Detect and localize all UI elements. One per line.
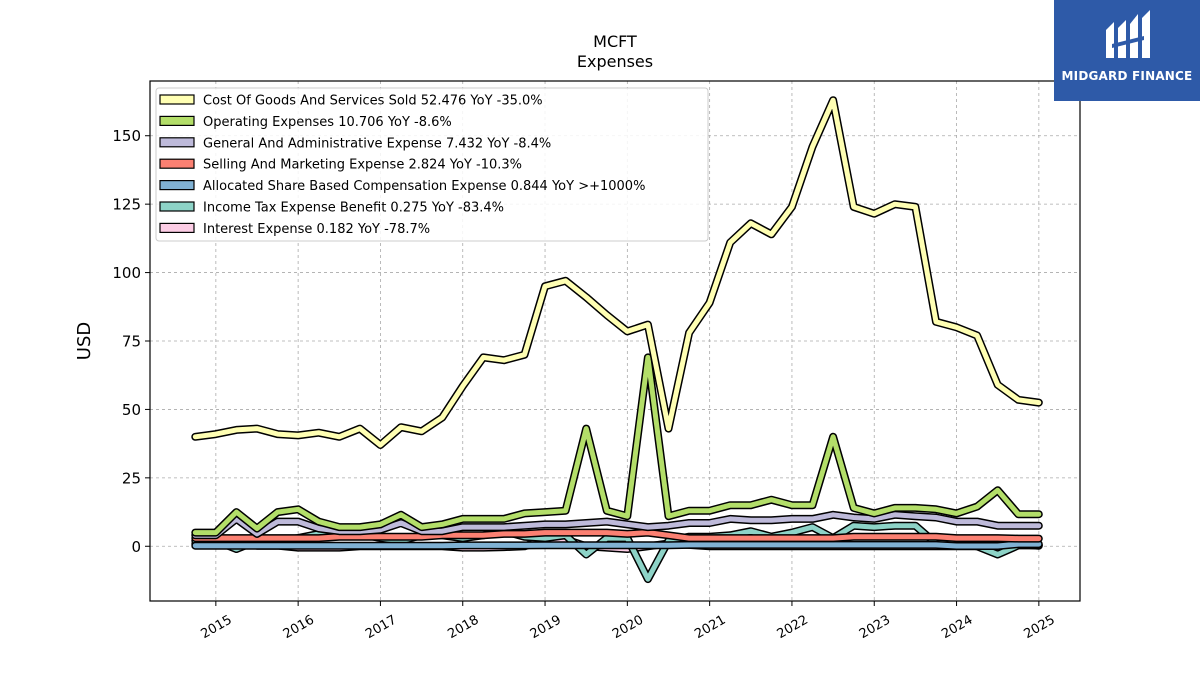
legend-swatch: [159, 137, 195, 148]
legend-swatch: [159, 180, 195, 191]
chart-subtitle: Expenses: [577, 52, 653, 71]
legend-entry: Operating Expenses 10.706 YoY -8.6%: [203, 115, 452, 130]
legend-swatch: [159, 222, 195, 233]
y-tick-label: 0: [131, 538, 141, 556]
x-tick-label: 2025: [1022, 613, 1058, 643]
x-tick-label: 2024: [939, 613, 975, 643]
y-ticks: 0 25 50 75 100 125 150: [112, 127, 150, 556]
legend: Cost Of Goods And Services Sold 52.476 Y…: [155, 87, 709, 242]
x-ticks: 2015 2016 2017 2018 2019 2020 2021 2022 2023 2024…: [199, 601, 1058, 642]
x-tick-label: 2021: [692, 613, 728, 643]
x-tick-label: 2016: [281, 613, 317, 643]
x-tick-label: 2015: [199, 613, 235, 643]
logo-mark-icon: [1106, 10, 1150, 58]
series-line-0: [192, 97, 1042, 448]
legend-swatch: [159, 201, 195, 212]
series-lines: [191, 96, 1043, 584]
x-tick-label: 2023: [857, 613, 893, 643]
legend-swatch: [159, 115, 195, 127]
legend-entry: General And Administrative Expense 7.432…: [203, 136, 551, 151]
legend-entry: Selling And Marketing Expense 2.824 YoY …: [203, 158, 522, 173]
y-tick-label: 125: [112, 196, 141, 214]
series-line-2: [192, 512, 1042, 538]
midgard-finance-logo: MIDGARD FINANCE: [1054, 0, 1200, 101]
series-line-4: [192, 541, 1042, 549]
logo-text: MIDGARD FINANCE: [1061, 69, 1193, 83]
y-tick-label: 100: [112, 264, 141, 282]
chart-title: MCFT: [593, 32, 637, 51]
series-line-1: [192, 354, 1042, 536]
y-tick-label: 150: [112, 127, 141, 145]
legend-entry: Allocated Share Based Compensation Expen…: [203, 179, 645, 194]
y-tick-label: 25: [122, 469, 141, 487]
legend-entry: Cost Of Goods And Services Sold 52.476 Y…: [203, 94, 543, 109]
y-axis-label: USD: [74, 322, 95, 360]
x-tick-label: 2022: [775, 613, 811, 643]
legend-entry: Interest Expense 0.182 YoY -78.7%: [203, 222, 430, 237]
x-tick-label: 2020: [610, 613, 646, 643]
x-tick-label: 2017: [363, 613, 399, 643]
legend-swatch: [159, 94, 195, 105]
legend-box: [155, 87, 709, 242]
series-line-3: [192, 530, 1042, 542]
legend-entry: Income Tax Expense Benefit 0.275 YoY -83…: [203, 201, 504, 216]
legend-swatch: [159, 158, 195, 169]
y-tick-label: 75: [122, 333, 141, 351]
x-tick-label: 2019: [528, 613, 564, 643]
x-tick-label: 2018: [445, 613, 481, 643]
y-tick-label: 50: [122, 401, 141, 419]
